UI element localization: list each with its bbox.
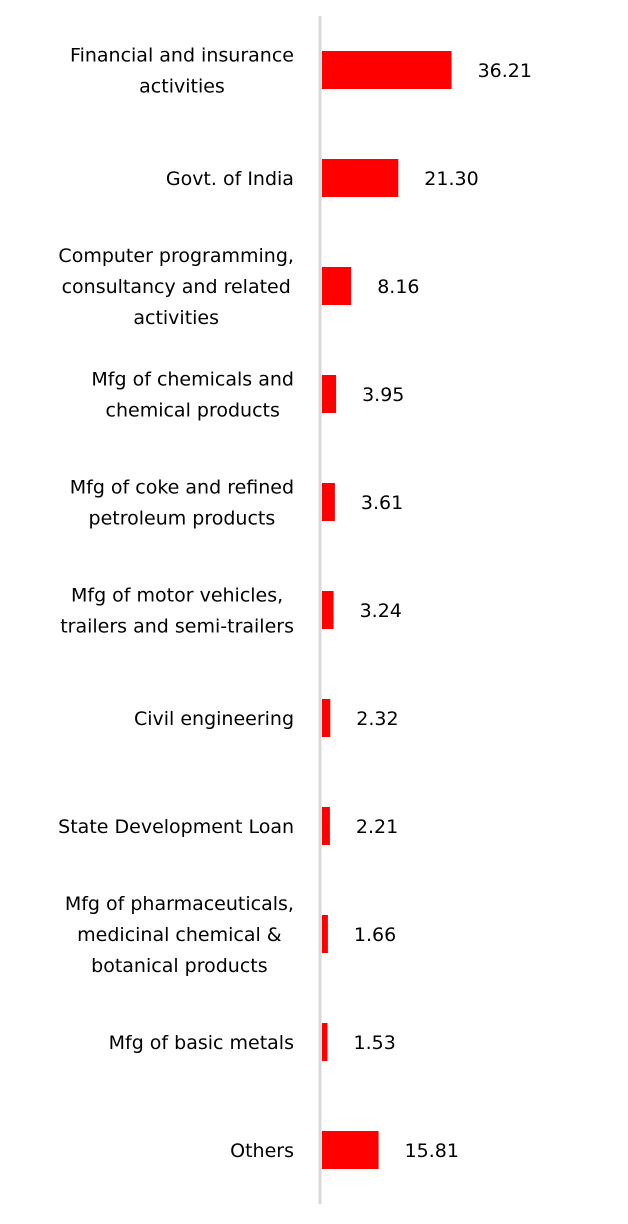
bar (322, 591, 334, 629)
bar (322, 699, 331, 737)
category-label-line: Others (230, 1140, 294, 1162)
category-label-line: activities (133, 307, 219, 329)
bar (322, 483, 335, 521)
category-label: Mfg of chemicals and chemical products (91, 369, 294, 422)
category-label: Computer programming, consultancy and rel… (58, 245, 294, 329)
category-label-line: activities (139, 76, 225, 98)
bar (322, 51, 452, 89)
category-label: Civil engineering (134, 708, 294, 730)
category-label-line: Civil engineering (134, 708, 294, 730)
data-label: 15.81 (405, 1140, 459, 1162)
category-label: Govt. of India (166, 168, 294, 190)
data-label: 2.32 (356, 708, 398, 730)
category-label: Mfg of motor vehicles, trailers and semi-… (60, 585, 294, 638)
category-label: Mfg of basic metals (109, 1032, 294, 1054)
category-label: Mfg of pharmaceuticals, medicinal chemica… (65, 893, 294, 977)
category-label-line: botanical products (91, 955, 267, 977)
data-label: 1.66 (354, 924, 396, 946)
category-label: State Development Loan (58, 816, 294, 838)
category-label-line: petroleum products (89, 508, 276, 530)
data-label: 3.24 (360, 600, 402, 622)
category-label-line: Mfg of motor vehicles, (71, 585, 283, 607)
category-label-line: Financial and insurance (70, 45, 294, 67)
data-label: 2.21 (356, 816, 398, 838)
category-label-line: Mfg of coke and refined (70, 477, 294, 499)
category-label-line: Govt. of India (166, 168, 294, 190)
category-label-line: trailers and semi-trailers (60, 616, 294, 638)
bar (322, 267, 352, 305)
data-label: 1.53 (354, 1032, 396, 1054)
category-label-line: Mfg of basic metals (109, 1032, 294, 1054)
category-label-line: Mfg of pharmaceuticals, (65, 893, 294, 915)
category-label-line: chemical products (106, 400, 280, 422)
bar (322, 375, 337, 413)
bar (322, 915, 328, 953)
category-label-line: consultancy and related (62, 276, 291, 298)
category-label: Others (230, 1140, 294, 1162)
category-label: Mfg of coke and refined petroleum product… (70, 477, 294, 530)
bar (322, 807, 330, 845)
data-label: 3.61 (361, 492, 403, 514)
category-label-line: Mfg of chemicals and (91, 369, 294, 391)
category-label-line: medicinal chemical & (77, 924, 282, 946)
data-label: 36.21 (478, 60, 532, 82)
category-label-line: State Development Loan (58, 816, 294, 838)
category-label-line: Computer programming, (58, 245, 294, 267)
category-label: Financial and insurance activities (70, 45, 294, 98)
bar (322, 1023, 328, 1061)
data-label: 8.16 (377, 276, 419, 298)
bar (322, 1131, 379, 1169)
data-label: 21.30 (424, 168, 478, 190)
bar (322, 159, 399, 197)
data-label: 3.95 (362, 384, 404, 406)
